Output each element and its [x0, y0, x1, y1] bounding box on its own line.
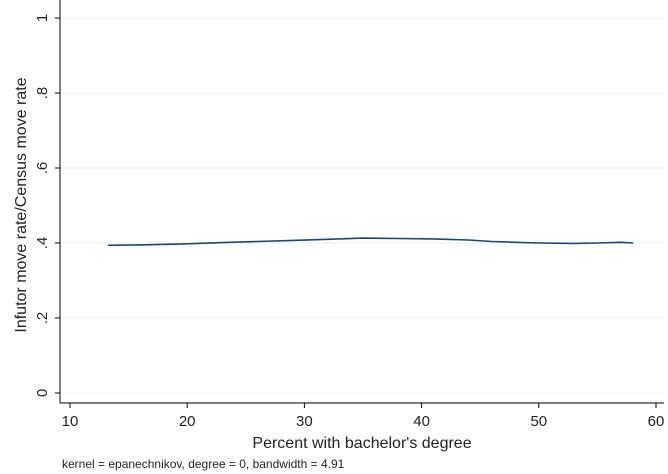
y-tick-label: 0	[34, 389, 51, 397]
x-tick-label: 40	[413, 413, 430, 430]
x-tick-label: 30	[296, 413, 313, 430]
y-tick-label: .2	[34, 312, 51, 325]
series-layer	[107, 237, 634, 247]
gridlines	[60, 17, 664, 394]
y-tick-label: 1	[34, 14, 51, 22]
x-tick-label: 10	[62, 413, 79, 430]
chart-note: kernel = epanechnikov, degree = 0, bandw…	[62, 457, 345, 471]
y-tick-label: .4	[34, 237, 51, 250]
y-axis-title: Infutor move rate/Census move rate	[13, 77, 30, 332]
axes: 0 .2 .4 .6 .8 1 10 20 30 40 50 60	[34, 0, 664, 430]
x-tick-label: 50	[530, 413, 547, 430]
x-axis-title: Percent with bachelor's degree	[252, 435, 471, 452]
y-tick-label: .8	[34, 87, 51, 100]
x-tick-label: 20	[179, 413, 196, 430]
y-tick-label: .6	[34, 162, 51, 175]
series-line	[107, 237, 634, 247]
x-tick-label: 60	[648, 413, 665, 430]
